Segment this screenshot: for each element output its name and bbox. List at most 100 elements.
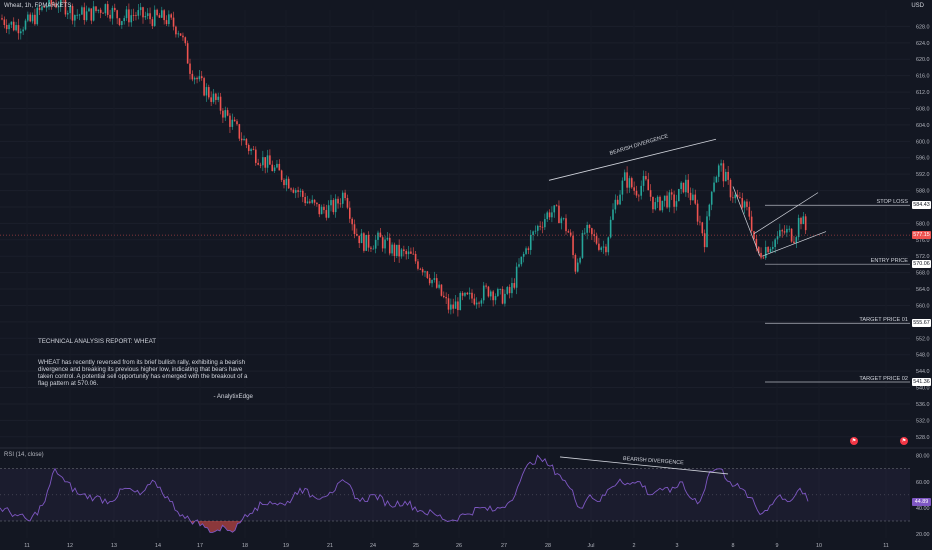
- y-tick-label: 596.0: [916, 156, 930, 162]
- candle-body: [717, 165, 720, 177]
- candle-body: [360, 233, 363, 244]
- candle-body: [499, 289, 501, 290]
- candle-body: [193, 77, 196, 80]
- candle-body: [772, 247, 774, 249]
- candle-body: [532, 231, 534, 235]
- candle-body: [208, 87, 210, 98]
- candle-body: [685, 179, 687, 193]
- y-tick-label: 540.0: [916, 386, 930, 392]
- candle-body: [727, 171, 729, 180]
- candle-body: [619, 194, 621, 205]
- candle-body: [793, 241, 795, 243]
- candle-body: [426, 271, 429, 278]
- candle-body: [419, 268, 422, 270]
- flag-icon[interactable]: ⚑: [850, 437, 858, 445]
- candle-body: [551, 212, 553, 218]
- y-tick-label: 572.0: [916, 254, 930, 260]
- candle-body: [762, 257, 765, 259]
- candle-body: [748, 206, 751, 217]
- candle-body: [55, 4, 57, 8]
- candle-body: [59, 0, 62, 7]
- candle-body: [473, 298, 476, 305]
- candle-body: [541, 226, 544, 228]
- candle-body: [334, 198, 337, 213]
- y-tick-label: 552.0: [916, 336, 930, 342]
- candle-body: [240, 138, 243, 141]
- candle-body: [233, 119, 236, 122]
- candle-body: [776, 236, 779, 240]
- candle-body: [292, 189, 295, 193]
- candle-body: [452, 304, 454, 309]
- candle-body: [433, 278, 436, 280]
- report-signature: - AnalytixEdge: [213, 393, 253, 400]
- candle-body: [729, 179, 732, 198]
- y-tick-label: 532.0: [916, 418, 930, 424]
- candle-body: [407, 251, 410, 255]
- candle-body: [365, 234, 368, 251]
- analysis-report: TECHNICAL ANALYSIS REPORT: WHEAT WHEAT h…: [38, 338, 253, 400]
- y-tick-label: 620.0: [916, 57, 930, 63]
- candle-body: [330, 200, 332, 206]
- candle-body: [161, 10, 163, 18]
- candle-body: [734, 194, 736, 199]
- rsi-oversold-fill: [0, 521, 808, 533]
- candle-body: [767, 247, 769, 253]
- candle-body: [50, 0, 53, 5]
- candle-body: [396, 244, 398, 256]
- candle-body: [421, 269, 424, 273]
- y-tick-label: 568.0: [916, 271, 930, 277]
- candle-body: [708, 204, 711, 217]
- candle-body: [280, 170, 283, 180]
- candle-body: [391, 244, 393, 254]
- x-tick-label: 26: [456, 543, 462, 549]
- rsi-line: [0, 454, 809, 533]
- candle-body: [490, 291, 492, 297]
- y-tick-label: 592.0: [916, 172, 930, 178]
- candle-body: [790, 228, 793, 242]
- candle-body: [3, 19, 6, 26]
- level-label: TARGET PRICE 01: [859, 317, 908, 324]
- candle-body: [760, 252, 762, 258]
- candle-body: [400, 249, 403, 257]
- candle-body: [598, 243, 600, 250]
- candle-body: [522, 253, 525, 257]
- candle-body: [92, 6, 95, 21]
- chart-symbol-title[interactable]: Wheat, 1h, FPMARKETS: [4, 3, 72, 9]
- candle-body: [290, 188, 292, 190]
- candle-body: [41, 6, 43, 11]
- candle-body: [431, 279, 433, 284]
- candle-body: [417, 261, 419, 269]
- candle-body: [48, 0, 50, 7]
- candle-body: [534, 230, 537, 232]
- x-tick-label: 10: [816, 543, 822, 549]
- candle-body: [27, 14, 29, 21]
- candle-body: [680, 182, 682, 190]
- candle-body: [353, 224, 356, 235]
- candle-body: [306, 201, 309, 204]
- candle-body: [358, 235, 360, 244]
- candle-body: [605, 246, 607, 253]
- candle-body: [36, 7, 39, 25]
- candle-body: [576, 262, 579, 272]
- currency-label: USD: [911, 3, 924, 9]
- candle-body: [438, 284, 440, 288]
- candle-body: [264, 157, 266, 168]
- candle-body: [247, 144, 250, 152]
- candle-body: [424, 271, 426, 273]
- candle-body: [10, 21, 13, 25]
- candles: [1, 0, 807, 317]
- drawing-overlays: [0, 138, 910, 475]
- flag-icon[interactable]: ⚑: [900, 437, 908, 445]
- candle-body: [106, 4, 109, 15]
- y-tick-label: 536.0: [916, 402, 930, 408]
- x-tick-label: 14: [155, 543, 161, 549]
- candle-body: [222, 110, 224, 118]
- rsi-indicator-title[interactable]: RSI (14, close): [4, 452, 44, 458]
- candle-body: [381, 237, 384, 249]
- candle-body: [689, 192, 692, 201]
- candle-body: [116, 10, 118, 19]
- candle-body: [12, 21, 15, 31]
- candle-body: [579, 257, 581, 263]
- candle-body: [633, 187, 635, 191]
